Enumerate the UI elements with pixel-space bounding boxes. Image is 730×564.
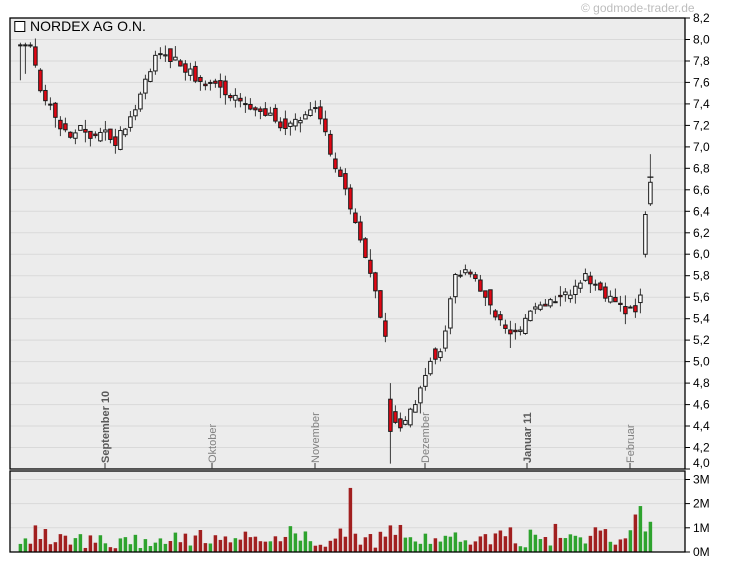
- svg-text:7,6: 7,6: [693, 75, 710, 89]
- svg-text:© godmode-trader.de: © godmode-trader.de: [581, 1, 695, 15]
- svg-text:4,4: 4,4: [693, 419, 710, 433]
- svg-text:7,2: 7,2: [693, 118, 710, 132]
- svg-text:7,4: 7,4: [693, 97, 710, 111]
- svg-text:6,6: 6,6: [693, 183, 710, 197]
- svg-text:7,8: 7,8: [693, 54, 710, 68]
- svg-text:5,4: 5,4: [693, 312, 710, 326]
- svg-text:6,2: 6,2: [693, 226, 710, 240]
- svg-text:5,0: 5,0: [693, 355, 710, 369]
- svg-text:NORDEX AG O.N.: NORDEX AG O.N.: [30, 18, 146, 34]
- svg-text:5,6: 5,6: [693, 290, 710, 304]
- svg-text:4,6: 4,6: [693, 398, 710, 412]
- svg-text:4,0: 4,0: [693, 456, 710, 470]
- svg-text:2M: 2M: [693, 497, 710, 511]
- svg-text:September 10: September 10: [100, 391, 112, 463]
- svg-text:4,8: 4,8: [693, 376, 710, 390]
- svg-text:8,2: 8,2: [693, 11, 710, 25]
- svg-text:6,0: 6,0: [693, 247, 710, 261]
- svg-text:6,8: 6,8: [693, 161, 710, 175]
- svg-text:8,0: 8,0: [693, 33, 710, 47]
- svg-text:4,2: 4,2: [693, 441, 710, 455]
- svg-text:Februar: Februar: [625, 424, 637, 463]
- svg-text:0M: 0M: [693, 545, 710, 559]
- svg-text:Januar 11: Januar 11: [522, 412, 534, 463]
- svg-text:5,2: 5,2: [693, 333, 710, 347]
- svg-text:3M: 3M: [693, 473, 710, 487]
- svg-text:1M: 1M: [693, 521, 710, 535]
- svg-text:6,4: 6,4: [693, 204, 710, 218]
- svg-text:Oktober: Oktober: [207, 424, 219, 463]
- svg-text:7,0: 7,0: [693, 140, 710, 154]
- svg-text:5,8: 5,8: [693, 269, 710, 283]
- svg-text:Dezember: Dezember: [420, 412, 432, 463]
- svg-text:November: November: [310, 412, 322, 463]
